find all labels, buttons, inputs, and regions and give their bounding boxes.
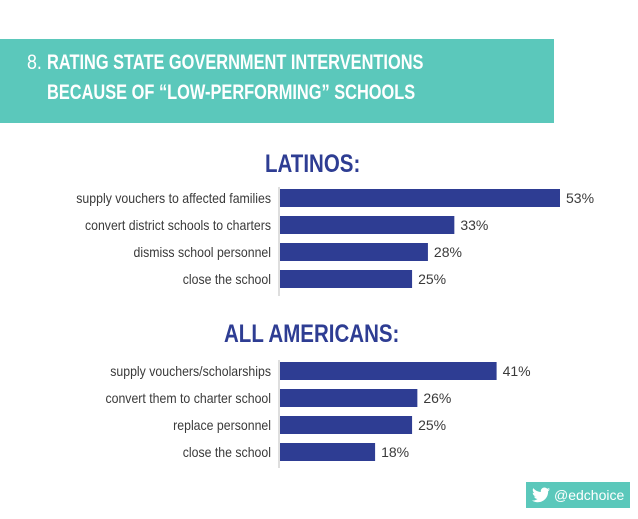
all-americans-value-label-2: 25%: [418, 417, 446, 433]
latinos-bar-3: [280, 270, 413, 288]
latinos-category-label-2: dismiss school personnel: [134, 244, 272, 260]
all-americans-bar-1: [280, 389, 418, 407]
header-title-line1: RATING STATE GOVERNMENT INTERVENTIONS: [47, 51, 424, 74]
all-americans-value-label-3: 18%: [381, 444, 409, 460]
latinos-category-label-3: close the school: [183, 271, 271, 287]
latinos-category-label-0: supply vouchers to affected families: [76, 190, 271, 206]
all-americans-category-label-1: convert them to charter school: [105, 390, 271, 406]
header-banner: 8. RATING STATE GOVERNMENT INTERVENTIONS…: [0, 39, 554, 123]
latinos-section-title: LATINOS:: [265, 150, 361, 178]
latinos-bar-0: [280, 189, 560, 207]
chart-number: 8.: [27, 51, 42, 74]
latinos-value-label-1: 33%: [460, 217, 488, 233]
latinos-category-label-1: convert district schools to charters: [85, 217, 271, 233]
latinos-value-label-2: 28%: [434, 244, 462, 260]
all-americans-bar-2: [280, 416, 413, 434]
latinos-bar-2: [280, 243, 428, 261]
all-americans-value-label-0: 41%: [503, 363, 531, 379]
twitter-handle-badge[interactable]: @edchoice: [526, 482, 630, 508]
all-americans-category-label-3: close the school: [183, 444, 271, 460]
all-americans-section-title: ALL AMERICANS:: [224, 320, 400, 348]
header-title-line2: BECAUSE OF “LOW-PERFORMING” SCHOOLS: [47, 81, 416, 104]
all-americans-value-label-1: 26%: [423, 390, 451, 406]
all-americans-bar-0: [280, 362, 497, 380]
latinos-value-label-0: 53%: [566, 190, 594, 206]
latinos-value-label-3: 25%: [418, 271, 446, 287]
latinos-bar-1: [280, 216, 455, 234]
twitter-handle: @edchoice: [554, 487, 625, 503]
all-americans-category-label-0: supply vouchers/scholarships: [110, 363, 271, 379]
all-americans-category-label-2: replace personnel: [173, 417, 271, 433]
twitter-bird-icon: [532, 487, 550, 503]
all-americans-bar-3: [280, 443, 376, 461]
